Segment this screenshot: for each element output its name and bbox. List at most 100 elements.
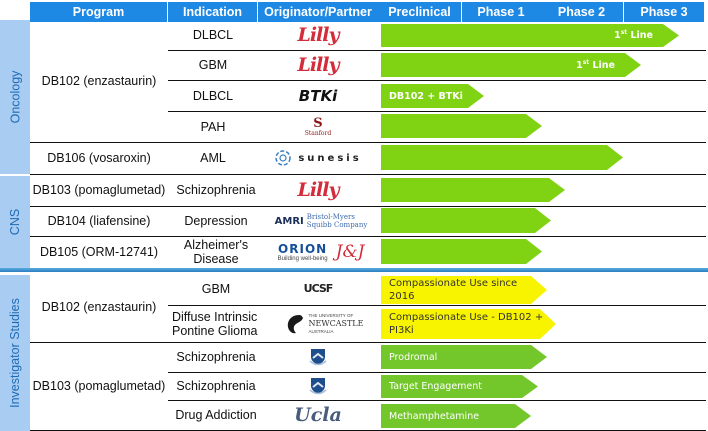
indication-label: Diffuse Intrinsic Pontine Glioma — [168, 305, 264, 342]
program-label: DB102 (enzastaurin) — [41, 300, 157, 314]
pipeline-bar — [381, 178, 565, 202]
newcastle-logo: THE UNIVERSITY OF NEWCASTLE AUSTRALIA — [270, 305, 378, 342]
bar-label: 1st Line — [576, 58, 615, 72]
category-cns-label: CNS — [8, 208, 22, 236]
bms-line1: Bristol-Myers — [306, 213, 355, 221]
lilly-logo: Lilly — [297, 179, 339, 201]
category-oncology: Oncology — [0, 20, 30, 174]
newcastle-seahorse-icon — [287, 314, 303, 333]
sunesis-wordmark: sunesis — [298, 152, 362, 164]
program-label: DB106 (vosaroxin) — [47, 151, 151, 165]
row-divider — [30, 342, 706, 343]
row-divider — [30, 142, 706, 143]
category-investigator-label: Investigator Studies — [8, 298, 23, 408]
orion-wordmark: ORION — [278, 242, 328, 256]
indication-label: DLBCL — [192, 28, 234, 42]
sunesis-logo: sunesis — [258, 142, 378, 174]
pipeline-bar — [381, 208, 551, 233]
bar-label-line2: 2016 — [389, 291, 415, 302]
newcastle-line1: THE UNIVERSITY OF — [308, 312, 354, 318]
newcastle-wordmark: THE UNIVERSITY OF NEWCASTLE AUSTRALIA — [309, 312, 364, 336]
orion-logo: ORION Building well-being — [278, 242, 328, 262]
indication-line2: Pontine Glioma — [172, 323, 258, 338]
amri-bms-logo: AMRI Bristol-Myers Squibb Company — [262, 206, 380, 236]
indication-label: Drug Addiction — [175, 408, 257, 422]
header-indication: Indication — [168, 2, 258, 22]
pipeline-bar: Compassionate Use since 2016 — [381, 276, 547, 304]
indication-label: Schizophrenia — [176, 350, 256, 364]
columbia-crest-logo — [258, 372, 378, 400]
bar-label: Methamphetamine — [389, 410, 480, 422]
bar-label-line1: Compassionate Use - DB102 + — [389, 312, 544, 323]
pipeline-bar: Compassionate Use - DB102 + PI3Ki — [381, 309, 556, 339]
orion-jj-logo: ORION Building well-being J&J — [262, 236, 380, 268]
pipeline-bar — [381, 239, 542, 264]
stanford-s-icon: S — [313, 115, 323, 131]
bar-label: Prodromal — [389, 351, 438, 363]
stanford-wordmark: Stanford — [304, 129, 332, 137]
newcastle-line3: AUSTRALIA — [308, 328, 334, 334]
header-phase3: Phase 3 — [624, 2, 704, 22]
pipeline-bar — [381, 114, 542, 138]
indication-label: Depression — [184, 214, 248, 228]
header-program: Program — [30, 2, 168, 22]
ucsf-logo: UCSF — [303, 282, 334, 295]
pipeline-bar: Prodromal — [381, 345, 547, 369]
columbia-crest-icon — [309, 378, 327, 395]
row-divider — [168, 50, 706, 51]
program-label: DB105 (ORM-12741) — [39, 245, 159, 259]
category-oncology-label: Oncology — [8, 70, 22, 124]
header-preclinical: Preclinical — [378, 2, 462, 22]
btki-logo: BTKi — [298, 86, 338, 105]
lilly-logo: Lilly — [297, 54, 339, 76]
orion-tagline: Building well-being — [277, 256, 328, 262]
stanford-logo: S Stanford — [258, 111, 378, 142]
pipeline-bar: Target Engagement — [381, 375, 538, 398]
indication-label: Schizophrenia — [176, 183, 256, 197]
header-phase2: Phase 2 — [540, 2, 624, 22]
indication-label: GBM — [198, 58, 228, 72]
indication-label: Schizophrenia — [176, 379, 256, 393]
row-divider — [30, 236, 706, 237]
amri-logo: AMRI — [274, 215, 304, 227]
pipeline-bar — [381, 145, 623, 170]
indication-label: GBM — [201, 281, 231, 296]
newcastle-line2: NEWCASTLE — [308, 318, 364, 328]
program-label: DB103 (pomaglumetad) — [32, 183, 166, 197]
row-divider — [168, 372, 706, 373]
bar-label-line1: Compassionate Use since — [389, 278, 518, 289]
header-phase1: Phase 1 — [462, 2, 540, 22]
bms-logo: Bristol-Myers Squibb Company — [307, 213, 368, 229]
pipeline-bar: 1st Line — [381, 24, 679, 47]
jj-logo: J&J — [335, 242, 365, 262]
bar-label-line2: PI3Ki — [389, 325, 414, 336]
indication-label: PAH — [200, 119, 226, 134]
pipeline-bar: 1st Line — [381, 53, 641, 77]
indication-label: DLBCL — [192, 88, 234, 103]
row-divider — [168, 400, 706, 401]
section-divider — [0, 268, 708, 272]
sunesis-swirl-icon — [275, 150, 292, 166]
ucla-logo: Ucla — [294, 404, 342, 426]
bar-label: Compassionate Use - DB102 + PI3Ki — [381, 311, 543, 337]
program-label: DB103 (pomaglumetad) — [32, 379, 166, 393]
indication-line1: Alzheimer's — [183, 238, 249, 252]
pipeline-bar: Methamphetamine — [381, 404, 531, 428]
row-divider — [168, 80, 706, 81]
row-divider — [168, 111, 706, 112]
bar-label: Compassionate Use since 2016 — [381, 277, 517, 303]
pipeline-bar: DB102 + BTKi — [381, 84, 484, 108]
bar-label: DB102 + BTKi — [389, 90, 463, 102]
header-originator: Originator/Partner — [258, 2, 378, 22]
columbia-crest-logo — [258, 342, 378, 372]
row-divider — [168, 305, 706, 306]
indication-line2: Disease — [193, 252, 239, 266]
bms-line2: Squibb Company — [306, 221, 368, 229]
lilly-logo: Lilly — [297, 24, 339, 46]
category-cns: CNS — [0, 176, 30, 268]
columbia-crest-icon — [309, 349, 327, 366]
program-label: DB104 (liafensine) — [47, 214, 151, 228]
indication-label: AML — [200, 151, 226, 165]
indication-line1: Diffuse Intrinsic — [172, 309, 258, 324]
bar-label: 1st Line — [614, 29, 653, 42]
